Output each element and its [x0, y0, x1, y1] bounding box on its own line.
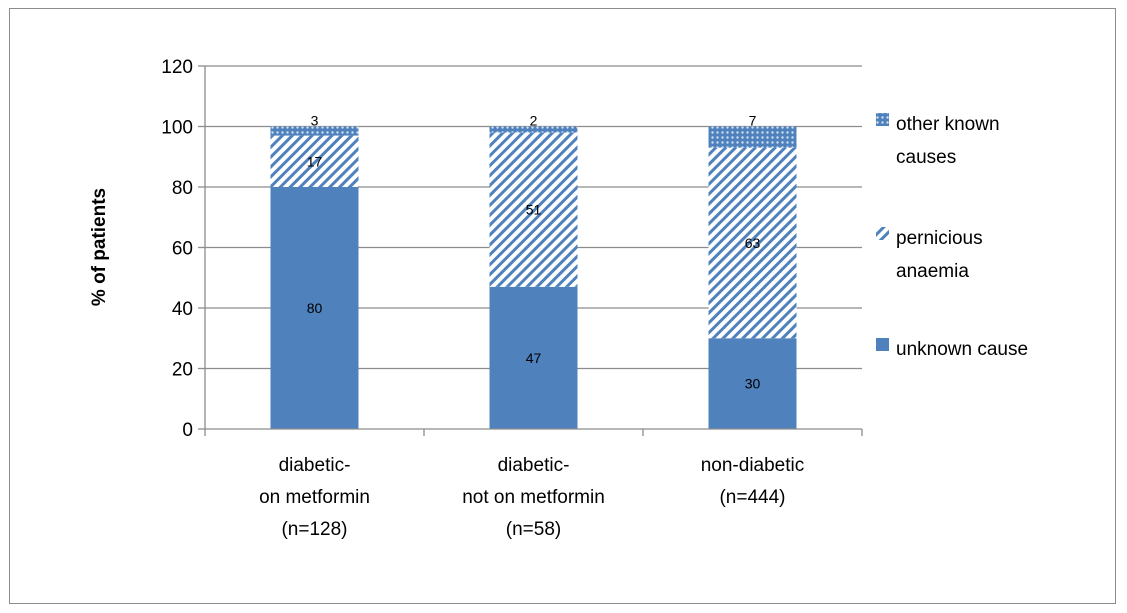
- x-category-label: non-diabetic: [701, 455, 805, 476]
- y-tick-label: 100: [161, 118, 193, 139]
- bar-segment: [489, 132, 578, 287]
- x-category-label: (n=444): [719, 487, 785, 508]
- bar-segment: [708, 147, 797, 339]
- legend-swatch: [876, 338, 889, 351]
- legend-swatch: [876, 113, 889, 126]
- x-category-label: on metformin: [259, 487, 370, 508]
- x-category-label: diabetic-: [498, 455, 570, 476]
- legend-label: causes: [896, 147, 956, 168]
- x-category-label: (n=128): [281, 519, 347, 540]
- x-category-label: diabetic-: [279, 455, 351, 476]
- data-label: 47: [526, 350, 542, 366]
- bar-segment: [489, 286, 578, 429]
- bar-segment: [708, 126, 797, 148]
- data-label: 63: [745, 235, 761, 251]
- x-category-label: not on metformin: [462, 487, 605, 508]
- data-label: 80: [307, 300, 323, 316]
- bar-segment: [708, 338, 797, 429]
- labels: % of patients 0 20 40 60 80 100 120 80 17 3 diabet…: [89, 57, 804, 540]
- data-label: 3: [311, 113, 319, 129]
- y-tick-label: 80: [172, 178, 193, 199]
- y-tick-label: 40: [172, 299, 193, 320]
- y-tick-label: 60: [172, 239, 193, 260]
- x-category-label: (n=58): [506, 519, 561, 540]
- data-label: 7: [749, 113, 757, 129]
- y-tick-label: 120: [161, 57, 193, 78]
- bars: [270, 126, 797, 429]
- legend-label: unknown cause: [896, 339, 1028, 360]
- data-label: 30: [745, 376, 761, 392]
- bar-segment: [270, 187, 359, 429]
- axes: [198, 65, 863, 436]
- bar-segment: [270, 126, 359, 136]
- legend-label: other known: [896, 114, 1000, 135]
- legend-swatch: [876, 227, 889, 240]
- bar-segment: [489, 126, 578, 133]
- legend-label: anaemia: [896, 261, 969, 282]
- legend-label: pernicious: [896, 228, 983, 249]
- y-axis-title: % of patients: [89, 188, 110, 306]
- data-label: 2: [530, 113, 538, 129]
- data-label: 51: [526, 202, 542, 218]
- y-tick-label: 20: [172, 360, 193, 381]
- y-tick-label: 0: [182, 420, 193, 441]
- bar-segment: [270, 135, 359, 187]
- data-label: 17: [307, 153, 323, 169]
- legend: other known causes pernicious anaemia unknow…: [876, 113, 1028, 360]
